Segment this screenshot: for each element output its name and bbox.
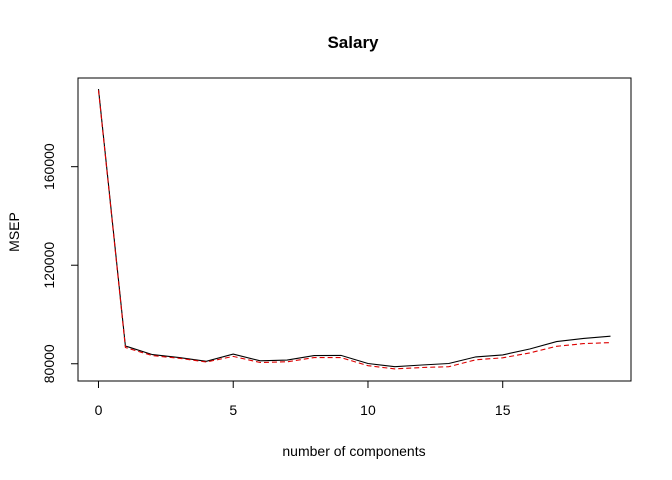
y-tick-label: 120000: [41, 242, 57, 289]
x-tick-label: 10: [360, 402, 376, 418]
y-tick-label: 160000: [41, 143, 57, 190]
x-axis-label: number of components: [282, 443, 425, 459]
y-tick-label: 80000: [41, 344, 57, 383]
plot-frame: [77, 77, 632, 382]
plot-area: [97, 89, 611, 370]
x-tick-label: 5: [229, 402, 237, 418]
x-axis: 0 5 10 15: [95, 380, 511, 418]
y-axis-label: MSEP: [6, 212, 22, 252]
y-axis: 80000 120000 160000: [41, 143, 79, 383]
x-tick-label: 0: [95, 402, 103, 418]
series-line-2: [97, 90, 611, 370]
chart-title: Salary: [327, 33, 379, 52]
series-line-1: [97, 89, 611, 368]
x-tick-label: 15: [495, 402, 511, 418]
